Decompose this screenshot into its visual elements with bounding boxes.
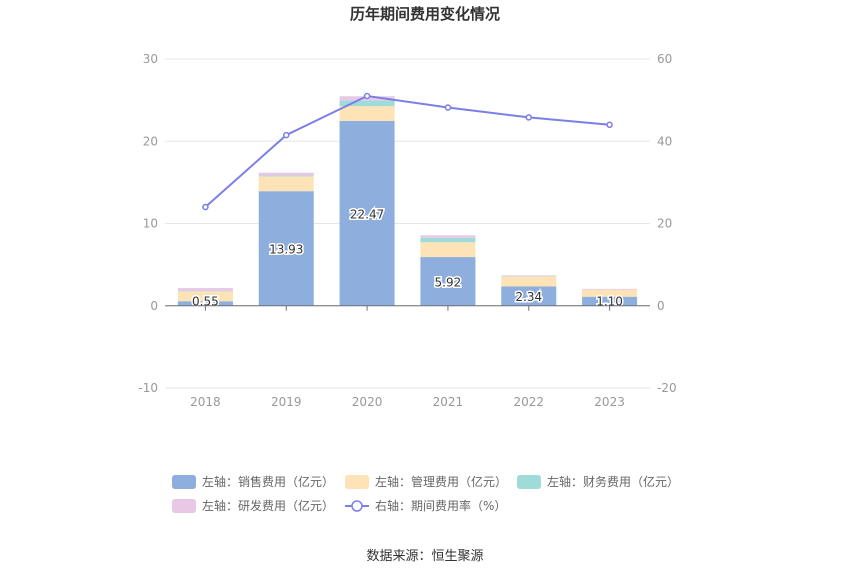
y-left-tick-label: 10	[143, 217, 158, 231]
bar-segment	[582, 289, 637, 290]
bar-segment	[420, 242, 475, 257]
legend-item[interactable]: 左轴：研发费用（亿元）	[172, 498, 334, 513]
bar-segment	[178, 288, 233, 291]
bar-segment	[259, 176, 314, 191]
legend-swatch	[172, 475, 196, 489]
x-tick-label: 2021	[433, 395, 464, 409]
legend-swatch-marker	[352, 501, 362, 511]
y-left-tick-label: 20	[143, 134, 158, 148]
bar-data-label: 5.92	[435, 275, 462, 289]
y-right-tick-label: -20	[657, 381, 677, 395]
legend-swatch	[345, 475, 369, 489]
line-point	[526, 115, 531, 120]
bar-segment	[420, 235, 475, 237]
bar-segment	[259, 176, 314, 177]
y-left-tick-label: 30	[143, 52, 158, 66]
x-tick-label: 2022	[513, 395, 544, 409]
x-tick-label: 2023	[594, 395, 625, 409]
legend-item[interactable]: 左轴：销售费用（亿元）	[172, 474, 334, 489]
legend-item[interactable]: 右轴：期间费用率（%）	[345, 498, 506, 513]
bar-segment	[420, 238, 475, 243]
legend-item[interactable]: 左轴：财务费用（亿元）	[517, 474, 679, 489]
y-right-tick-label: 20	[657, 217, 672, 231]
x-tick-label: 2018	[190, 395, 221, 409]
line-point	[365, 94, 370, 99]
bar-data-label: 13.93	[269, 242, 303, 256]
legend-swatch	[172, 499, 196, 513]
bar-segment	[340, 106, 395, 121]
legend-label: 左轴：研发费用（亿元）	[202, 498, 334, 513]
bar-segment	[501, 277, 556, 287]
legend-label: 左轴：管理费用（亿元）	[375, 474, 507, 489]
chart-title: 历年期间费用变化情况	[350, 5, 500, 23]
y-right-tick-label: 0	[657, 299, 665, 313]
y-left-tick-label: -10	[138, 381, 158, 395]
legend-label: 右轴：期间费用率（%）	[375, 498, 506, 513]
bar-data-label: 22.47	[350, 207, 384, 221]
y-right-tick-label: 40	[657, 134, 672, 148]
line-point	[284, 133, 289, 138]
legend-swatch	[517, 475, 541, 489]
x-tick-label: 2019	[271, 395, 302, 409]
legend-label: 左轴：财务费用（亿元）	[547, 474, 679, 489]
bar-data-label: 2.34	[515, 290, 542, 304]
line-point	[445, 105, 450, 110]
line-point	[607, 122, 612, 127]
y-right-tick-label: 60	[657, 52, 672, 66]
line-point	[203, 205, 208, 210]
bar-segment	[259, 173, 314, 176]
source-note: 数据来源：恒生聚源	[366, 549, 483, 564]
legend-label: 左轴：销售费用（亿元）	[202, 474, 334, 489]
x-tick-label: 2020	[352, 395, 383, 409]
bar-segment	[501, 275, 556, 276]
legend-item[interactable]: 左轴：管理费用（亿元）	[345, 474, 507, 489]
y-left-tick-label: 0	[150, 299, 158, 313]
